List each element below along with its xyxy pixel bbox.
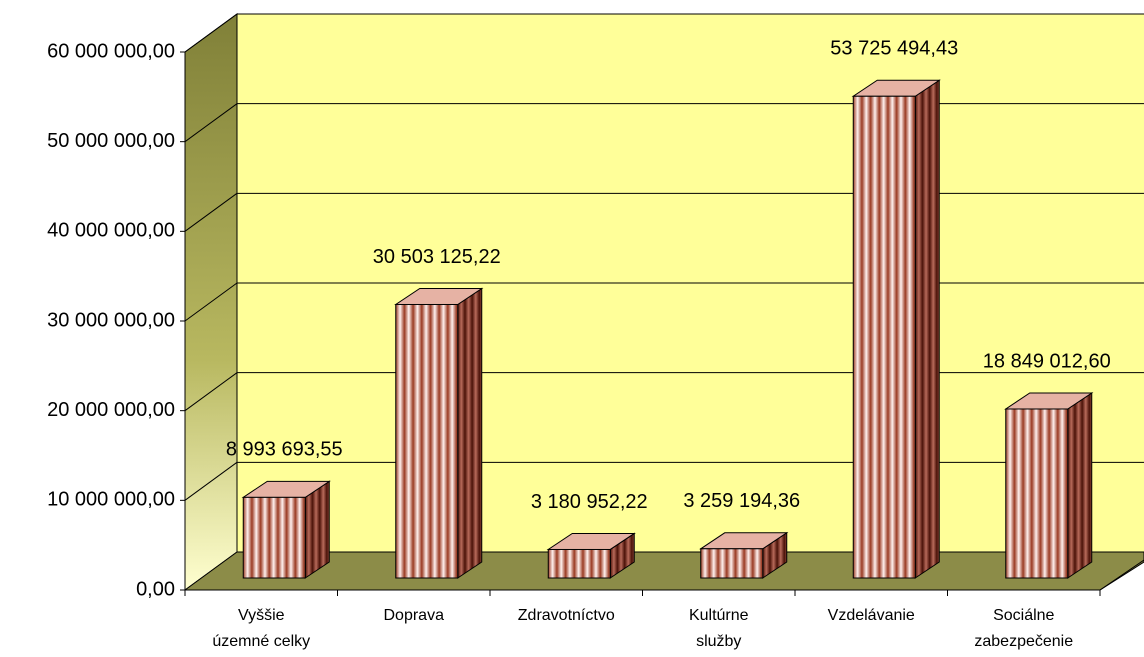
- bar-side: [457, 287, 483, 579]
- bar-side: [914, 79, 940, 579]
- grid-line-wall: [184, 192, 238, 232]
- value-label: 3 180 952,22: [531, 491, 648, 513]
- value-label: 3 259 194,36: [683, 490, 800, 512]
- bar: [700, 548, 764, 579]
- x-tick-label: Zdravotníctvo: [518, 607, 615, 624]
- x-tick-label: služby: [696, 633, 741, 650]
- y-tick-label: 60 000 000,00: [47, 40, 175, 62]
- grid-line-wall: [184, 461, 238, 501]
- grid: [184, 13, 1144, 501]
- bars: [241, 79, 1094, 579]
- value-label: 53 725 494,43: [830, 38, 958, 60]
- x-tick-label: Kultúrne: [689, 607, 749, 624]
- x-tick-label: Sociálne: [993, 607, 1054, 624]
- x-tick-label: územné celky: [212, 633, 310, 650]
- y-tick-label: 0,00: [136, 578, 175, 600]
- bar: [852, 95, 916, 579]
- grid-line-wall: [184, 372, 238, 412]
- grid-line-wall: [184, 282, 238, 322]
- y-tick-label: 50 000 000,00: [47, 130, 175, 152]
- x-tick-label: Doprava: [384, 607, 445, 624]
- bar: [1005, 408, 1069, 579]
- y-tick-label: 40 000 000,00: [47, 220, 175, 242]
- bar-side: [1067, 392, 1093, 579]
- bar-side: [304, 480, 330, 579]
- x-tick-label: Vyššie: [238, 607, 285, 624]
- y-tick-label: 10 000 000,00: [47, 489, 175, 511]
- value-label: 30 503 125,22: [373, 246, 501, 268]
- x-tick-label: zabezpečenie: [974, 633, 1073, 650]
- value-label: 18 849 012,60: [983, 350, 1111, 372]
- bar: [242, 496, 306, 579]
- grid-line-wall: [184, 103, 238, 143]
- y-tick-label: 30 000 000,00: [47, 309, 175, 331]
- value-label: 8 993 693,55: [226, 439, 343, 461]
- y-tick-label: 20 000 000,00: [47, 399, 175, 421]
- x-tick-label: Vzdelávanie: [828, 607, 915, 624]
- bar: [395, 303, 459, 579]
- bar: [547, 548, 611, 579]
- grid-line-wall: [184, 13, 238, 53]
